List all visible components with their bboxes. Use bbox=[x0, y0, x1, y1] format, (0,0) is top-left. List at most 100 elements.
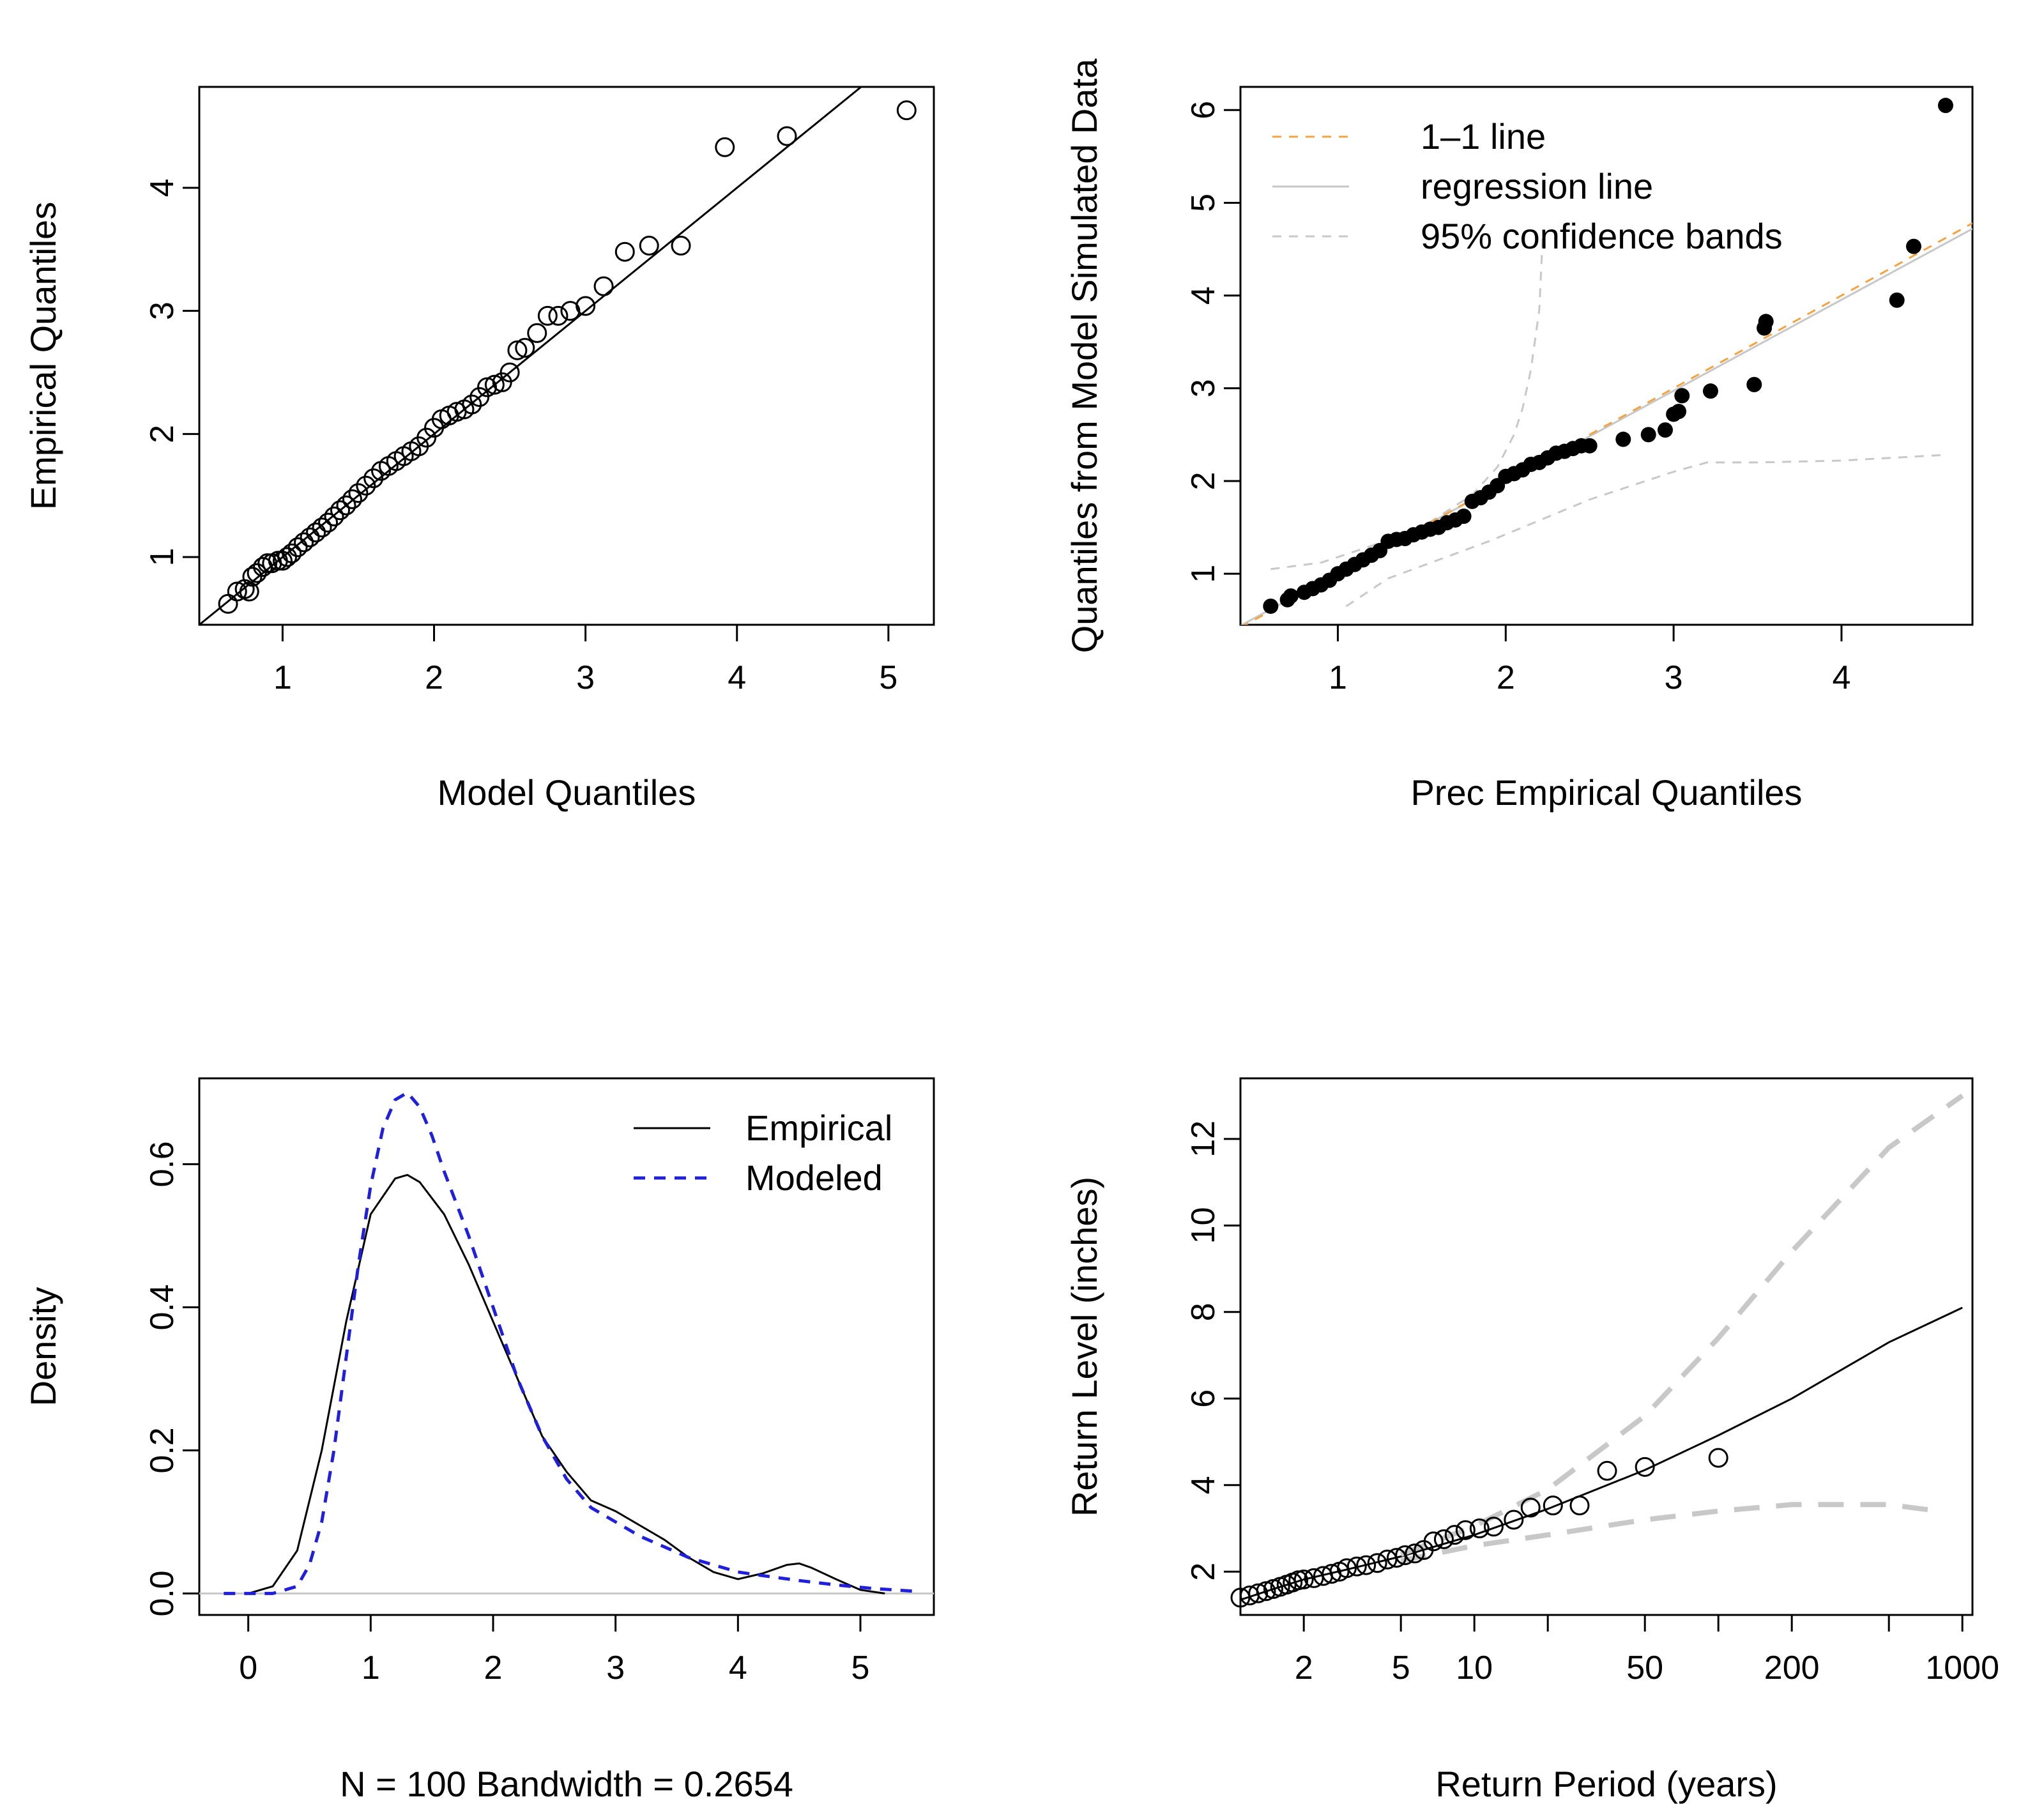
data-point bbox=[1444, 1525, 1465, 1545]
qq-plot-simulated-vs-empirical: 1 2 3 4 1 2 3 4 5 6 Prec Empirical Quantiles Quanti… bbox=[1064, 58, 1974, 813]
x-tick-label: 5 bbox=[1392, 1649, 1410, 1686]
upper-confidence-band bbox=[1399, 1093, 1964, 1557]
y-tick-label: 10 bbox=[1185, 1207, 1222, 1244]
legend-label: Empirical bbox=[745, 1108, 892, 1148]
data-point bbox=[548, 305, 568, 326]
data-point bbox=[507, 340, 528, 360]
data-point bbox=[363, 468, 384, 489]
data-point bbox=[1708, 1448, 1728, 1468]
data-point bbox=[1455, 1520, 1476, 1540]
x-tick-label: 5 bbox=[851, 1649, 870, 1686]
data-point bbox=[1758, 314, 1774, 330]
data-point bbox=[1746, 377, 1762, 393]
plot-frame bbox=[198, 1077, 935, 1616]
y-tick-label: 2 bbox=[1185, 472, 1222, 491]
x-tick-label: 2 bbox=[1295, 1649, 1313, 1686]
data-point bbox=[1469, 1518, 1490, 1539]
data-point bbox=[1582, 438, 1598, 454]
data-point bbox=[277, 547, 298, 567]
y-tick-label: 1 bbox=[1185, 565, 1222, 583]
data-point bbox=[1386, 1548, 1407, 1568]
y-tick-label: 6 bbox=[1185, 101, 1222, 119]
data-point bbox=[477, 377, 498, 397]
x-tick-label: 2 bbox=[484, 1649, 503, 1686]
x-tick-label: 0 bbox=[239, 1649, 257, 1686]
data-point bbox=[342, 489, 362, 509]
data-point bbox=[1433, 1529, 1454, 1549]
x-tick-label: 3 bbox=[576, 659, 595, 696]
data-point bbox=[537, 305, 558, 326]
y-tick-label: 0.0 bbox=[144, 1570, 181, 1616]
data-point bbox=[1336, 1558, 1357, 1579]
y-tick-label: 2 bbox=[1185, 1563, 1222, 1581]
legend-label: 1–1 line bbox=[1421, 116, 1546, 157]
data-point bbox=[218, 593, 238, 614]
plot-frame bbox=[198, 86, 935, 626]
data-point bbox=[1248, 1583, 1269, 1603]
data-point bbox=[1423, 1531, 1444, 1552]
legend-label: 95% confidence bands bbox=[1421, 216, 1783, 256]
data-point bbox=[1256, 1581, 1276, 1602]
data-point bbox=[1263, 598, 1279, 614]
x-tick-label: 1 bbox=[273, 659, 292, 696]
data-point bbox=[300, 527, 320, 547]
y-axis-label: Return Level (inches) bbox=[1064, 1177, 1104, 1517]
data-point bbox=[356, 475, 376, 496]
data-point bbox=[312, 517, 332, 538]
data-point bbox=[242, 567, 263, 587]
y-tick-label: 0.6 bbox=[144, 1141, 181, 1187]
data-point bbox=[287, 537, 308, 558]
lower-confidence-band bbox=[1345, 454, 1942, 608]
data-point bbox=[416, 427, 437, 448]
y-tick-label: 2 bbox=[144, 425, 181, 443]
data-point bbox=[576, 296, 596, 316]
data-point bbox=[777, 126, 797, 146]
x-axis-label: Model Quantiles bbox=[438, 772, 696, 813]
y-tick-label: 1 bbox=[144, 548, 181, 567]
data-point bbox=[462, 394, 482, 415]
return-level-curve bbox=[1240, 1306, 1963, 1601]
data-point bbox=[1367, 1553, 1387, 1573]
data-point bbox=[294, 532, 314, 553]
data-point bbox=[1346, 1556, 1367, 1577]
upper-confidence-band bbox=[1270, 238, 1544, 570]
data-point bbox=[1293, 1569, 1314, 1589]
y-axis-label: Empirical Quantiles bbox=[23, 202, 63, 510]
x-axis-label: N = 100 Bandwidth = 0.2654 bbox=[340, 1764, 793, 1804]
data-point bbox=[469, 387, 490, 408]
x-tick-label: 5 bbox=[879, 659, 897, 696]
x-axis-label: Prec Empirical Quantiles bbox=[1410, 772, 1802, 813]
data-point bbox=[1889, 292, 1905, 308]
data-point bbox=[1597, 1460, 1617, 1481]
data-point bbox=[1702, 383, 1718, 399]
data-point bbox=[1520, 1497, 1541, 1518]
y-tick-label: 3 bbox=[144, 302, 181, 320]
data-point bbox=[1657, 422, 1673, 438]
data-point bbox=[306, 522, 326, 542]
data-point bbox=[715, 137, 735, 157]
data-point bbox=[639, 236, 659, 256]
x-tick-label: 2 bbox=[1497, 659, 1515, 696]
y-tick-label: 3 bbox=[1185, 379, 1222, 397]
y-tick-label: 5 bbox=[1185, 194, 1222, 212]
plot-frame bbox=[1239, 1077, 1974, 1616]
x-tick-label: 10 bbox=[1456, 1649, 1493, 1686]
x-tick-label: 200 bbox=[1764, 1649, 1820, 1686]
modeled-density-line bbox=[224, 1090, 916, 1595]
data-point bbox=[1937, 98, 1953, 114]
data-point bbox=[593, 276, 614, 296]
data-point bbox=[671, 236, 691, 256]
data-point bbox=[1615, 431, 1631, 447]
data-point bbox=[282, 543, 302, 563]
x-axis-label: Return Period (years) bbox=[1435, 1764, 1777, 1804]
data-point bbox=[614, 241, 635, 262]
empirical-density-line bbox=[248, 1174, 885, 1594]
y-tick-label: 8 bbox=[1185, 1303, 1222, 1321]
data-point bbox=[324, 506, 344, 526]
data-point bbox=[1543, 1495, 1563, 1516]
x-tick-label: 1000 bbox=[1925, 1649, 1999, 1686]
legend-label: Modeled bbox=[745, 1158, 883, 1198]
qq-plot-model-vs-empirical: 1 2 3 4 5 1 2 3 4 Model Quantiles Empirical Quanti… bbox=[23, 86, 935, 813]
x-tick-label: 1 bbox=[1329, 659, 1347, 696]
y-tick-label: 4 bbox=[144, 179, 181, 197]
